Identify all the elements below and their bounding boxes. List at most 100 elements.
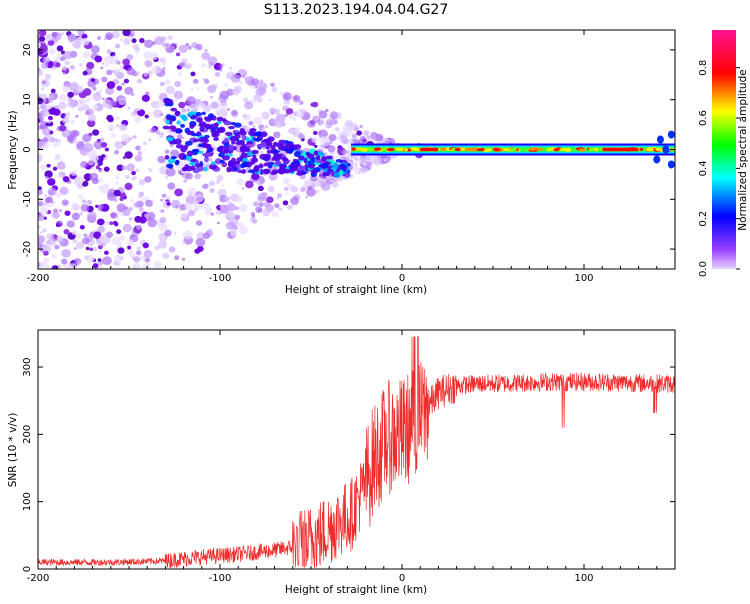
spectrogram-cell xyxy=(148,168,153,172)
spectrogram-cell xyxy=(61,248,71,258)
spectrogram-cell xyxy=(262,209,271,217)
spectrogram-cell xyxy=(316,152,325,157)
spectrogram-cell xyxy=(202,78,205,81)
spectrogram-cell xyxy=(71,230,77,236)
spectrogram-cell xyxy=(187,209,195,217)
spectrogram-cell xyxy=(49,94,54,99)
spectrogram-cell xyxy=(101,76,108,83)
spectrogram-cell xyxy=(257,196,264,203)
snr-panel: -200 -100 0 100 0 100 200 300 SNR (10 * v/v) He… xyxy=(7,329,676,596)
spectrogram-cell xyxy=(258,148,261,152)
spectrogram-cell xyxy=(196,117,203,123)
signal-band-peak xyxy=(587,148,596,152)
spectrogram-cell xyxy=(144,176,152,183)
spectrogram-cell xyxy=(61,199,69,206)
spectrogram-cell xyxy=(128,217,133,221)
spectrogram-cell xyxy=(252,154,257,159)
spectrogram-cell xyxy=(282,200,289,206)
spectrogram-cell xyxy=(81,37,90,46)
spectrogram-cell xyxy=(224,83,229,87)
spectrogram-cell xyxy=(157,155,166,164)
spectrogram-cell xyxy=(147,70,153,76)
colorbar-tick-label: 0.2 xyxy=(698,211,709,227)
spectrogram-cell xyxy=(135,52,139,55)
spectrogram-cell xyxy=(311,136,319,143)
spectrogram-cell xyxy=(369,165,372,168)
spectrogram-cell xyxy=(260,150,264,154)
spectrogram-cell xyxy=(129,198,135,204)
spectrogram-cell xyxy=(52,166,58,171)
spectrogram-cell xyxy=(81,180,89,187)
spectrogram-cell xyxy=(262,147,265,150)
spectrogram-cell xyxy=(204,49,208,52)
spectrogram-cell xyxy=(116,203,127,213)
spectrogram-cell xyxy=(276,121,284,128)
spectrogram-cell xyxy=(231,109,238,116)
spectrogram-cell xyxy=(195,237,206,247)
spectrogram-cell xyxy=(38,97,44,105)
spectrogram-cell xyxy=(98,204,104,210)
spectrogram-cell xyxy=(362,129,371,137)
spectrogram-cell xyxy=(62,176,70,183)
spectrogram-cell xyxy=(135,71,140,76)
spectrogram-cell xyxy=(242,187,245,190)
spectrogram-cell xyxy=(200,122,208,128)
spectrogram-cell xyxy=(60,56,66,62)
spectrogram-cell xyxy=(196,87,200,91)
spectrogram-cell xyxy=(261,191,268,198)
spectrogram-cell xyxy=(142,263,151,269)
spectrogram-cell xyxy=(80,160,88,168)
spectrogram-cell xyxy=(64,210,71,216)
spectrogram-cell xyxy=(75,233,82,239)
chart-title: S113.2023.194.04.04.G27 xyxy=(264,2,449,18)
spectrogram-cell xyxy=(356,130,362,136)
signal-band-peak xyxy=(553,148,559,152)
spectrogram-cell xyxy=(195,112,202,117)
spectrogram-cell xyxy=(107,116,114,123)
spectrogram-cell xyxy=(313,150,319,156)
spectrogram-cell xyxy=(114,149,120,155)
spectrogram-cell xyxy=(82,70,88,76)
spectrogram-cell xyxy=(131,170,136,176)
spectrogram-cell xyxy=(162,72,166,76)
spectrogram-cell xyxy=(193,208,198,212)
spectrogram-cell xyxy=(254,131,262,137)
spectrogram-cell xyxy=(342,149,348,155)
spectrogram-cell xyxy=(324,108,329,113)
spectrogram-cell xyxy=(250,158,256,165)
spectrogram-cell xyxy=(61,258,68,265)
spectrogram-cell xyxy=(136,246,141,251)
spectrogram-cell xyxy=(67,91,74,98)
spectrogram-cell xyxy=(209,163,218,170)
signal-band-peak xyxy=(559,148,566,152)
spectrogram-cell xyxy=(318,110,328,119)
spectrogram-cell xyxy=(38,235,45,244)
spectrogram-cell xyxy=(225,131,233,136)
spectrogram-cell xyxy=(96,36,101,40)
spectrogram-cell xyxy=(241,134,247,141)
spectrogram-cell xyxy=(305,196,308,199)
spectrogram-cell xyxy=(38,67,41,72)
spectrogram-cell xyxy=(254,90,258,93)
spectrogram-cell xyxy=(305,151,310,156)
spectrogram-cell xyxy=(115,123,120,128)
spectrogram-cell xyxy=(132,175,137,181)
spectrogram-cell xyxy=(63,229,70,235)
spectrogram-cell xyxy=(333,171,341,178)
spectrogram-cell xyxy=(229,66,233,70)
spectrogram-cell xyxy=(53,143,57,148)
spectrogram-cell xyxy=(81,237,90,245)
spectrogram-cell xyxy=(106,69,113,76)
spectrogram-cell xyxy=(166,201,171,206)
spectrogram-cell xyxy=(67,33,77,42)
spectrogram-cell xyxy=(218,101,229,110)
spectrogram-cell xyxy=(376,162,379,165)
spectrogram-cell xyxy=(122,209,131,217)
spectrogram-cell xyxy=(261,127,266,131)
spectrogram-cell xyxy=(63,51,73,60)
spectrogram-cell xyxy=(214,71,221,77)
colorbar-tick-label: 0.4 xyxy=(698,160,709,176)
spectrogram-cell xyxy=(238,226,248,235)
spectrogram-cell xyxy=(45,104,52,110)
spectrogram-cell xyxy=(144,114,149,119)
